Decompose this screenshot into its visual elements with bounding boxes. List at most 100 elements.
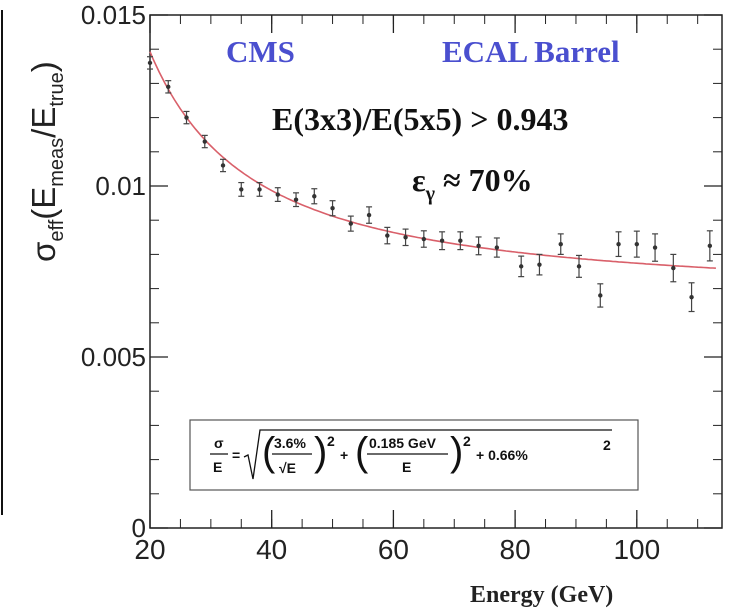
data-marker (439, 238, 445, 243)
formula-noise-num: 0.185 GeV (369, 435, 437, 451)
data-marker (312, 194, 317, 199)
data-marker (202, 139, 207, 144)
formula-paren-close-1: ) (314, 430, 327, 474)
data-point (518, 255, 525, 278)
data-point (165, 80, 172, 94)
data-marker (616, 241, 621, 247)
data-marker (220, 163, 226, 168)
x-tick-label: 20 (134, 534, 165, 565)
data-marker (494, 245, 500, 250)
y-tick-label: 0 (132, 513, 146, 543)
data-marker (634, 241, 640, 247)
x-tick-label: 60 (378, 534, 409, 565)
data-point (274, 187, 281, 202)
data-point (220, 158, 227, 173)
formula-box (189, 419, 639, 491)
formula-equals: = (232, 447, 240, 463)
data-point (347, 215, 354, 232)
data-marker (239, 187, 244, 192)
fit-curve (149, 51, 716, 269)
data-point (402, 228, 409, 247)
data-marker (518, 264, 524, 269)
y-tick-labels: 0 0.005 0.01 0.015 (81, 0, 146, 543)
data-point (457, 231, 464, 251)
data-points (147, 56, 713, 313)
data-marker (458, 238, 463, 243)
data-point (493, 237, 500, 258)
formula-square-1: 2 (327, 433, 335, 449)
formula-paren-open-1: ( (262, 430, 276, 474)
y-tick-label: 0.015 (81, 0, 146, 30)
data-point (293, 192, 300, 208)
data-point (439, 231, 446, 251)
efficiency-label: εγ ≈ 70% (412, 162, 533, 205)
formula-square-2: 2 (463, 433, 471, 449)
data-point (147, 56, 153, 70)
detector-label: ECAL Barrel (442, 34, 620, 69)
formula-paren-open-2: ( (355, 430, 369, 474)
data-point (256, 181, 263, 197)
data-point (311, 188, 318, 205)
data-marker (598, 293, 603, 298)
y-axis-label: σeff(Emeas/Etrue) (25, 61, 68, 262)
x-tick-label: 40 (256, 534, 287, 565)
data-point (688, 282, 695, 313)
data-point (557, 233, 564, 255)
data-marker (147, 60, 153, 66)
formula-plus-1: + (340, 447, 348, 463)
formula-stoch-den: √E (279, 460, 296, 476)
data-marker (293, 197, 299, 202)
data-marker (476, 243, 481, 249)
data-marker (348, 221, 354, 226)
data-marker (537, 262, 542, 267)
data-point (420, 230, 427, 248)
data-point (384, 226, 391, 245)
data-marker (558, 241, 563, 247)
data-marker (652, 245, 658, 250)
formula-lhs-num: σ (214, 435, 224, 451)
data-point (597, 283, 604, 308)
data-marker (689, 294, 694, 300)
experiment-label: CMS (226, 34, 295, 69)
data-point (475, 236, 482, 256)
formula-lhs-den: E (213, 459, 222, 475)
y-tick-label: 0.01 (95, 171, 146, 201)
data-point (615, 231, 622, 258)
y-tick-label: 0.005 (81, 342, 146, 372)
data-point (706, 230, 713, 262)
data-marker (275, 192, 280, 197)
data-marker (576, 264, 582, 269)
formula-paren-close-2: ) (450, 430, 463, 474)
x-axis-label: Energy (GeV) (470, 582, 613, 608)
data-point (238, 181, 245, 197)
data-point (201, 134, 208, 149)
data-marker (184, 115, 189, 120)
data-point (633, 230, 640, 258)
formula-sqrt-sign (243, 429, 612, 480)
axis-ticks (149, 14, 722, 529)
data-point (576, 254, 582, 278)
data-marker (366, 212, 372, 218)
data-point (536, 253, 543, 276)
data-marker (707, 243, 713, 249)
data-marker (421, 236, 427, 242)
data-marker (403, 235, 408, 240)
data-marker (671, 265, 676, 271)
data-marker (330, 206, 335, 211)
formula-stoch-num: 3.6% (274, 435, 306, 451)
x-tick-label: 100 (613, 534, 660, 565)
x-tick-labels: 20 40 60 80 100 (134, 534, 660, 565)
data-point (183, 110, 190, 125)
formula-square-3: 2 (603, 437, 611, 453)
resolution-formula: σ E = ( 3.6% √E ) 2 + ( 0.185 GeV E ) 2 … (189, 419, 639, 491)
cut-label: E(3x3)/E(5x5) > 0.943 (272, 101, 568, 137)
plot-frame (149, 14, 723, 529)
data-point (652, 233, 659, 262)
data-point (670, 253, 677, 283)
x-tick-label: 80 (500, 534, 531, 565)
data-marker (385, 233, 390, 238)
formula-tail: + 0.66% (476, 447, 528, 463)
data-marker (166, 84, 171, 90)
data-marker (257, 187, 262, 192)
